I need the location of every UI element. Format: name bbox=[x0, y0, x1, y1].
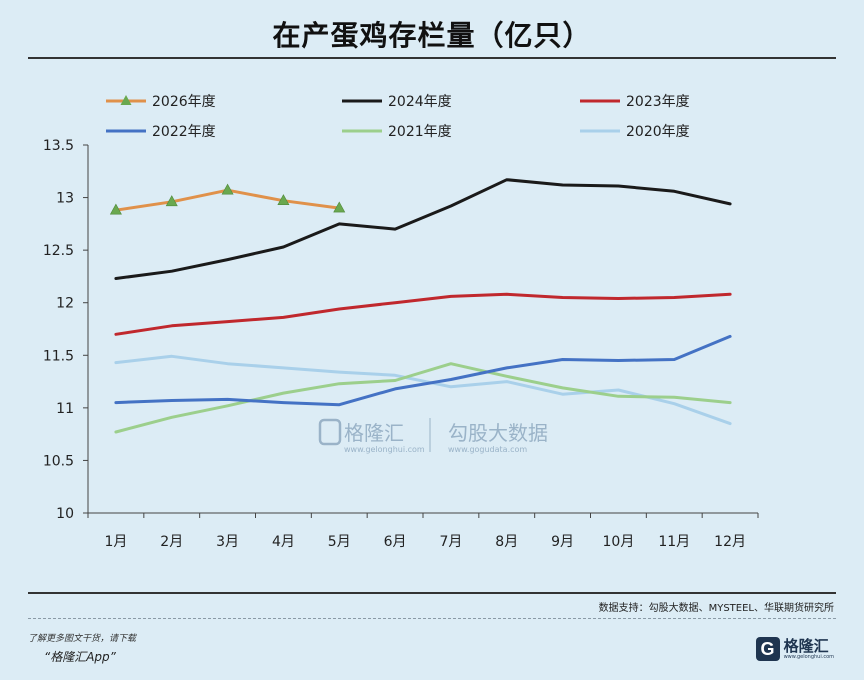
legend-label-2026年度: 2026年度 bbox=[152, 94, 216, 110]
y-tick-label: 13.5 bbox=[43, 138, 74, 154]
legend-label-2023年度: 2023年度 bbox=[626, 94, 690, 110]
series-line-2022年度 bbox=[114, 334, 732, 407]
y-tick-label: 10 bbox=[56, 506, 74, 522]
x-tick-label: 2月 bbox=[160, 534, 183, 550]
series-line-2024年度 bbox=[114, 178, 732, 280]
y-tick-label: 11.5 bbox=[43, 348, 74, 364]
legend-label-2022年度: 2022年度 bbox=[152, 124, 216, 140]
data-point-2026年度 bbox=[333, 201, 346, 213]
watermark-right: 勾股大数据 bbox=[448, 421, 548, 445]
data-point-2026年度 bbox=[165, 195, 178, 207]
series-line-2023年度 bbox=[114, 292, 732, 336]
legend-label-2024年度: 2024年度 bbox=[388, 94, 452, 110]
watermark-left-url: www.gelonghui.com bbox=[344, 445, 425, 454]
x-tick-label: 10月 bbox=[603, 534, 635, 550]
brand-logo: G 格隆汇 www.gelonghui.com bbox=[755, 634, 834, 664]
y-tick-label: 10.5 bbox=[43, 453, 74, 469]
legend-label-2021年度: 2021年度 bbox=[388, 124, 452, 140]
x-tick-label: 8月 bbox=[495, 534, 518, 550]
brand-g-icon: G bbox=[755, 637, 780, 661]
brand-url: www.gelonghui.com bbox=[783, 653, 834, 660]
x-tick-label: 4月 bbox=[272, 534, 295, 550]
download-note: 了解更多图文干货，请下载 bbox=[28, 634, 137, 644]
page-title: 在产蛋鸡存栏量（亿只） bbox=[272, 19, 592, 52]
x-tick-label: 1月 bbox=[104, 534, 127, 550]
y-tick-label: 12 bbox=[56, 296, 74, 312]
dashed-divider bbox=[28, 618, 836, 619]
app-name: “格隆汇App” bbox=[44, 650, 116, 664]
x-tick-label: 5月 bbox=[328, 534, 351, 550]
series-line-2021年度 bbox=[114, 362, 732, 434]
x-tick-label: 6月 bbox=[384, 534, 407, 550]
data-point-2026年度 bbox=[109, 203, 122, 215]
x-tick-label: 7月 bbox=[439, 534, 462, 550]
watermark-g-icon bbox=[318, 418, 342, 446]
series-line-2020年度 bbox=[114, 354, 732, 426]
data-source-note: 数据支持：勾股大数据、MYSTEEL、华联期货研究所 bbox=[598, 603, 834, 614]
watermark-right-url: www.gogudata.com bbox=[448, 445, 527, 454]
data-point-2026年度 bbox=[277, 194, 290, 206]
data-point-2026年度 bbox=[221, 183, 234, 195]
y-tick-label: 12.5 bbox=[43, 243, 74, 259]
legend-marker-2026年度 bbox=[120, 95, 132, 105]
y-tick-label: 11 bbox=[56, 401, 74, 417]
top-divider bbox=[28, 57, 836, 59]
legend-label-2020年度: 2020年度 bbox=[626, 124, 690, 140]
y-tick-label: 13 bbox=[56, 191, 74, 207]
watermark-left: 格隆汇 bbox=[344, 421, 404, 445]
x-tick-label: 11月 bbox=[658, 534, 690, 550]
bottom-divider bbox=[28, 592, 836, 594]
brand-name: 格隆汇 bbox=[783, 636, 829, 655]
x-tick-label: 3月 bbox=[216, 534, 239, 550]
x-tick-label: 9月 bbox=[551, 534, 574, 550]
x-tick-label: 12月 bbox=[714, 534, 746, 550]
